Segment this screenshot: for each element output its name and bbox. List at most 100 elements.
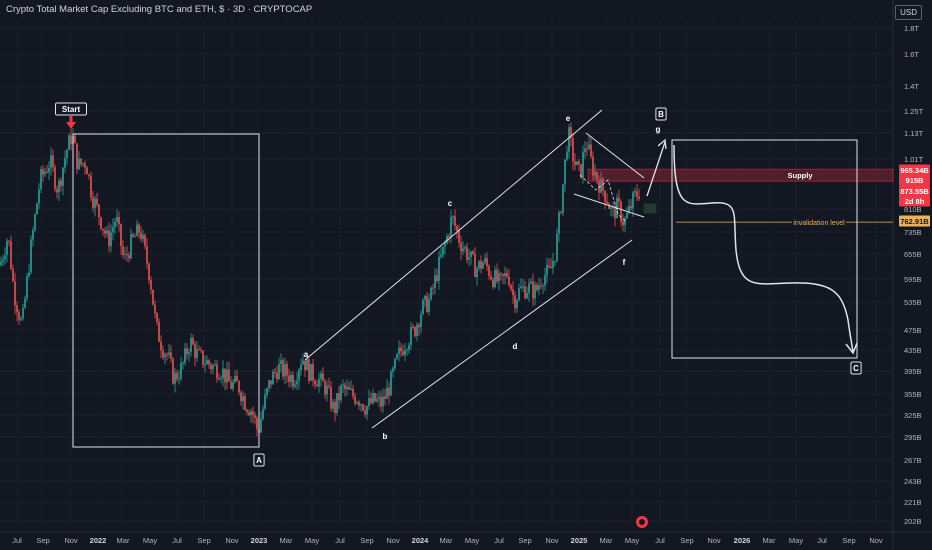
candle-body [514, 294, 516, 309]
candle-body [70, 135, 72, 144]
candle-body [216, 364, 218, 379]
candle-body [388, 387, 390, 396]
y-tick-label: 1.01T [904, 155, 924, 164]
candle-body [34, 214, 36, 231]
candle-body [210, 364, 212, 370]
candle-body [538, 285, 540, 290]
candle-body [80, 158, 82, 165]
candle-body [288, 375, 290, 382]
currency-badge[interactable]: USD [895, 5, 922, 20]
x-tick-label: May [305, 536, 319, 545]
candle-body [444, 243, 446, 247]
candle-body [264, 394, 266, 409]
supply-label: Supply [787, 171, 813, 180]
candle-body [8, 240, 10, 242]
candle-body [592, 156, 594, 176]
candle-body [254, 414, 256, 418]
x-tick-label: Jul [172, 536, 182, 545]
candle-body [252, 411, 254, 415]
x-tick-label: Nov [707, 536, 721, 545]
candle-body [632, 192, 634, 209]
candle-body [330, 387, 332, 409]
candle-body [410, 326, 412, 346]
candle-body [596, 171, 598, 181]
y-tick-label: 1.25T [904, 107, 924, 116]
x-tick-label: 2026 [734, 536, 751, 545]
candle-body [280, 360, 282, 365]
candle-body [394, 358, 396, 369]
candle-body [110, 232, 112, 247]
candle-body [112, 227, 114, 233]
candle-body [374, 393, 376, 402]
x-tick-label: Sep [36, 536, 49, 545]
candle-body [424, 295, 426, 300]
candle-body [520, 286, 522, 289]
candle-body [54, 167, 56, 190]
candle-body [430, 287, 432, 300]
triangle-upper-line [585, 132, 645, 179]
candle-body [400, 347, 402, 352]
candle-body [178, 378, 180, 380]
candle-body [4, 255, 6, 260]
candle-body [176, 372, 178, 380]
candle-body [238, 381, 240, 393]
candle-body [462, 248, 464, 252]
candle-body [46, 171, 48, 173]
candle-body [304, 360, 306, 371]
candle-body [222, 368, 224, 379]
candle-body [230, 381, 232, 389]
candle-body [30, 239, 32, 273]
wave-label: d [513, 342, 518, 351]
wave-label: a [304, 350, 309, 359]
candle-body [466, 247, 468, 260]
candle-body [32, 230, 34, 240]
candle-body [108, 230, 110, 247]
wave-label: Start [62, 105, 81, 114]
candle-body [478, 260, 480, 269]
candle-body [136, 224, 138, 237]
candle-body [196, 349, 198, 358]
candle-body [484, 258, 486, 263]
candle-body [608, 203, 610, 209]
candle-body [296, 380, 298, 385]
candle-body [128, 255, 130, 259]
x-tick-label: 2024 [412, 536, 430, 545]
candle-body [214, 364, 216, 366]
x-tick-label: Jul [817, 536, 827, 545]
candle-body [158, 321, 160, 342]
candle-body [260, 418, 262, 433]
x-tick-label: Nov [386, 536, 400, 545]
candle-body [132, 234, 134, 237]
candle-body [22, 307, 24, 319]
wave-label: f [623, 258, 626, 267]
candle-body [256, 417, 258, 430]
price-tag [899, 174, 930, 186]
candle-body [590, 144, 592, 157]
x-tick-label: Mar [763, 536, 776, 545]
start-arrow-icon [66, 122, 76, 129]
channel-bottom-line [371, 239, 633, 429]
candle-body [224, 368, 226, 383]
candle-body [64, 158, 66, 168]
candle-body [188, 351, 190, 355]
y-tick-label: 735B [904, 228, 922, 237]
candle-body [574, 161, 576, 166]
candle-body [148, 263, 150, 280]
candle-body [160, 341, 162, 351]
candle-body [124, 254, 126, 256]
candle-body [402, 351, 404, 356]
candle-body [16, 305, 18, 313]
x-tick-label: Nov [869, 536, 883, 545]
candle-body [476, 268, 478, 278]
candle-body [562, 184, 564, 213]
candle-body [166, 354, 168, 356]
price-tag-label: 873.55B [900, 187, 929, 196]
candle-body [446, 236, 448, 244]
candle-body [92, 197, 94, 209]
candle-body [494, 269, 496, 287]
candle-body [96, 198, 98, 205]
candle-body [346, 386, 348, 390]
candle-body [320, 373, 322, 379]
candle-body [116, 216, 118, 222]
